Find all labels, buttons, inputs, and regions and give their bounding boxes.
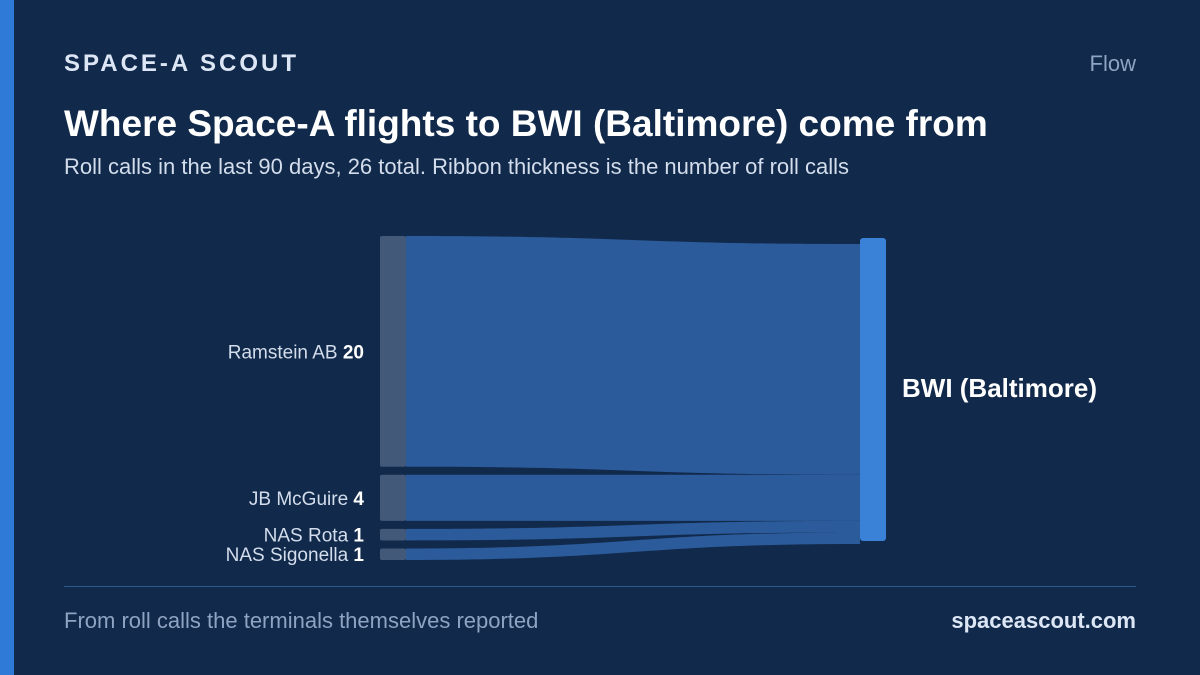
- chart-title: Where Space-A flights to BWI (Baltimore)…: [64, 103, 988, 144]
- source-name: Ramstein AB: [228, 342, 343, 363]
- source-value: 1: [353, 545, 364, 566]
- source-label: JB McGuire 4: [249, 489, 365, 510]
- target-label: BWI (Baltimore): [902, 373, 1097, 403]
- source-name: NAS Sigonella: [226, 545, 354, 566]
- flow-ribbon: [406, 532, 860, 560]
- site-link[interactable]: spaceascout.com: [951, 608, 1136, 633]
- source-value: 4: [353, 489, 364, 510]
- source-note: From roll calls the terminals themselves…: [64, 608, 539, 633]
- source-label: NAS Sigonella 1: [226, 545, 365, 566]
- flow-ribbon: [406, 236, 860, 475]
- source-node: [380, 548, 406, 560]
- flow-ribbon: [406, 520, 860, 541]
- source-value: 20: [343, 342, 364, 363]
- flow-ribbon: [406, 474, 860, 521]
- footer-divider: [64, 586, 1136, 587]
- source-value: 1: [353, 526, 364, 547]
- accent-bar: [0, 0, 14, 675]
- source-label: NAS Rota 1: [264, 526, 365, 547]
- source-node: [380, 474, 406, 521]
- source-node: [380, 528, 406, 541]
- source-label: Ramstein AB 20: [228, 342, 364, 363]
- chart-subtitle: Roll calls in the last 90 days, 26 total…: [64, 154, 850, 179]
- brand-name: SPACE-A SCOUT: [64, 50, 300, 77]
- source-name: JB McGuire: [249, 489, 354, 510]
- section-tag: Flow: [1089, 51, 1136, 76]
- target-node: [860, 238, 886, 541]
- source-name: NAS Rota: [264, 526, 354, 547]
- source-node: [380, 236, 406, 467]
